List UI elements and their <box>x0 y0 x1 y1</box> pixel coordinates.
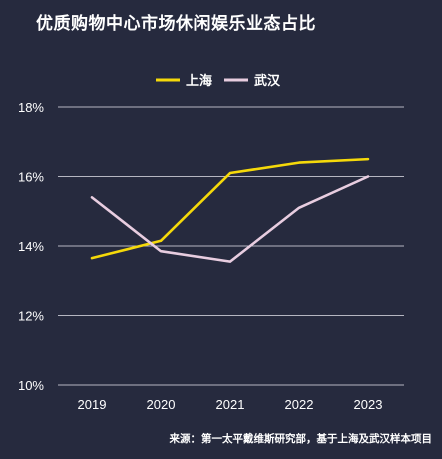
chart-title: 优质购物中心市场休闲娱乐业态占比 <box>36 14 316 34</box>
x-tick-label: 2019 <box>78 397 107 412</box>
x-tick-label: 2021 <box>216 397 245 412</box>
gridlines <box>58 106 404 386</box>
y-tick-label: 16% <box>18 170 44 185</box>
y-axis-ticks: 10% 12% 14% 16% 18% <box>18 100 44 393</box>
series-lines <box>90 157 370 263</box>
x-tick-label: 2020 <box>147 397 176 412</box>
x-tick-label: 2023 <box>354 397 383 412</box>
x-tick-label: 2022 <box>285 397 314 412</box>
source-note: 来源：第一太平戴维斯研究部，基于上海及武汉样本项目 <box>169 433 433 445</box>
legend-label: 上海 <box>186 73 212 89</box>
x-axis-ticks: 2019 2020 2021 2022 2023 <box>78 397 383 412</box>
y-tick-label: 18% <box>18 100 44 115</box>
legend: 上海 武汉 <box>156 73 281 89</box>
y-tick-label: 14% <box>18 239 44 254</box>
series-line-0 <box>90 157 370 260</box>
legend-label: 武汉 <box>254 73 281 89</box>
y-tick-label: 12% <box>18 309 44 324</box>
y-tick-label: 10% <box>18 378 44 393</box>
series-line-1 <box>90 175 370 263</box>
